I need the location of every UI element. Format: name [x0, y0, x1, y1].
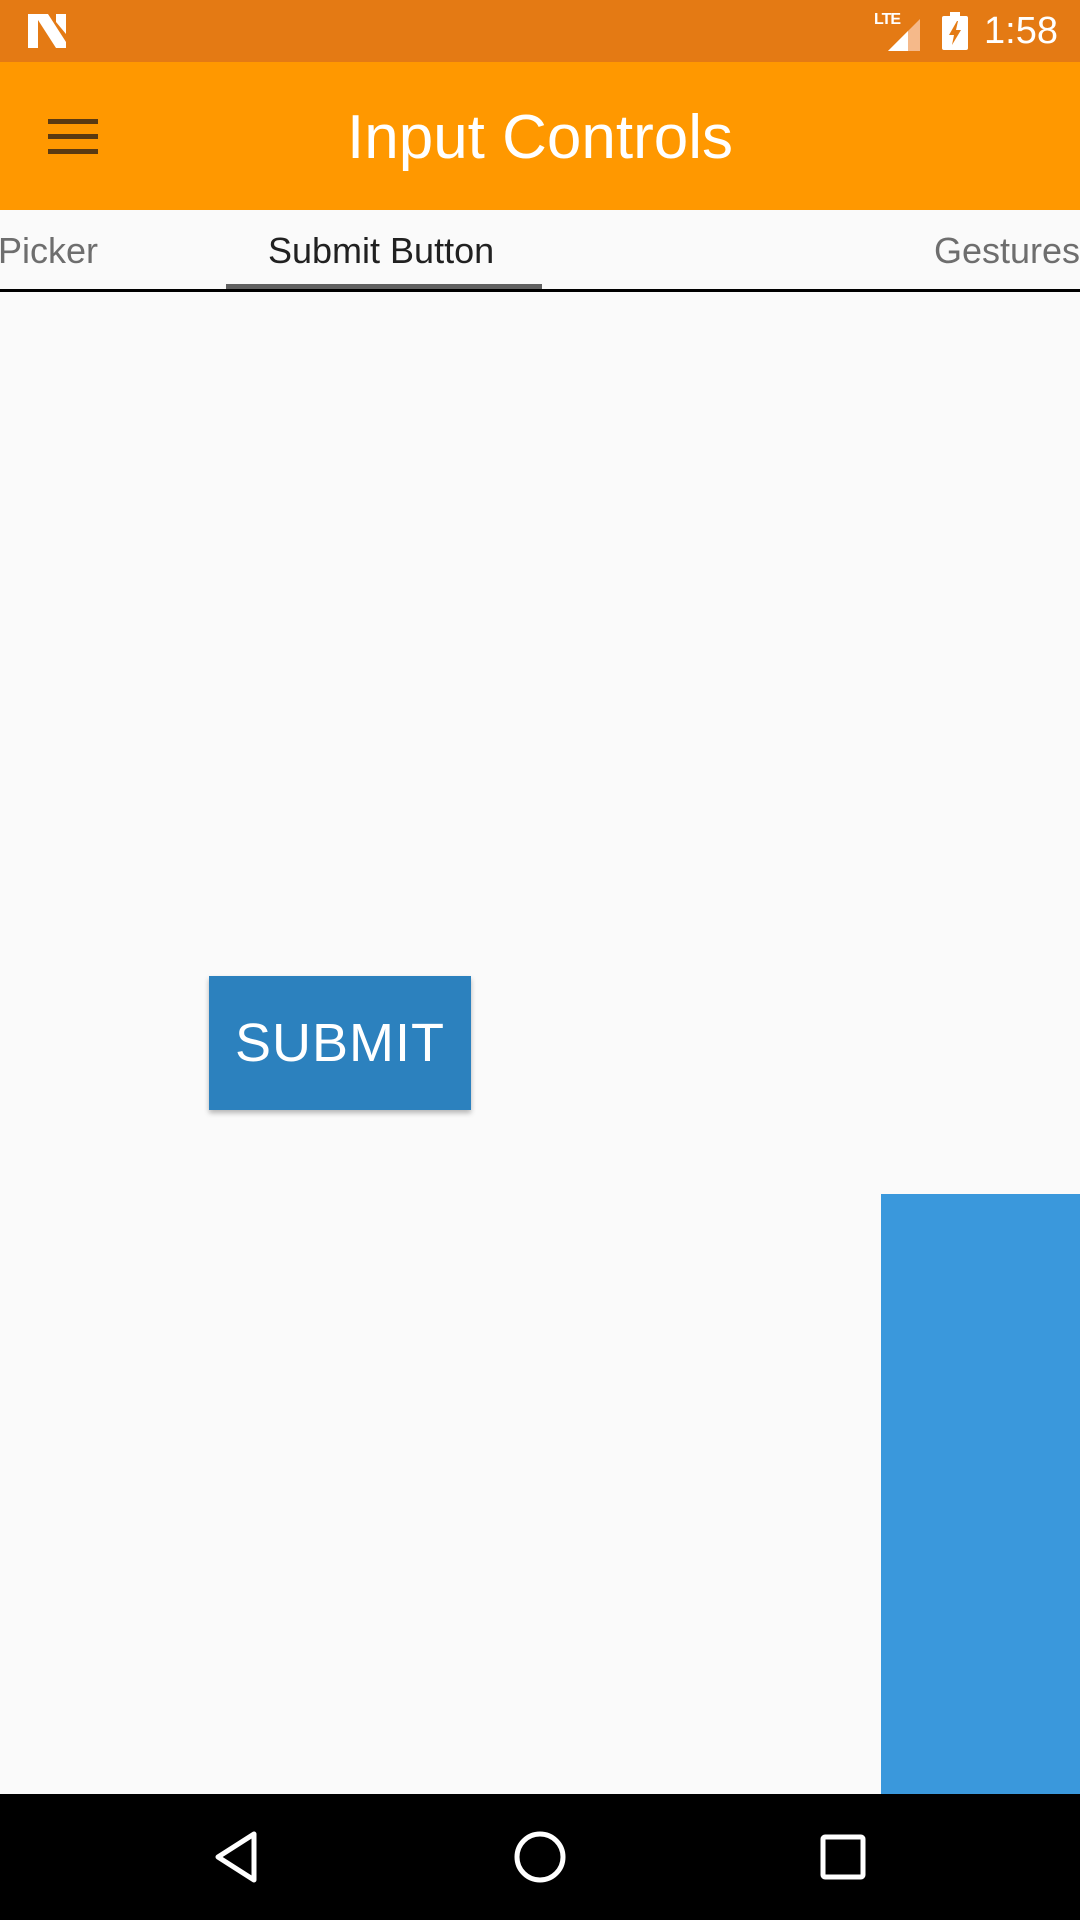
back-button[interactable] — [196, 1817, 276, 1897]
n-logo-icon — [28, 14, 66, 48]
home-button[interactable] — [500, 1817, 580, 1897]
battery-charging-icon — [942, 12, 969, 50]
blue-panel — [881, 1194, 1080, 1794]
network-label: LTE — [874, 11, 901, 28]
tab-picker[interactable]: Picker — [0, 230, 99, 271]
hamburger-menu-icon — [48, 119, 98, 154]
tab-indicator — [226, 284, 542, 289]
menu-button[interactable] — [26, 98, 120, 176]
tab-bar: Picker Submit Button Gestures — [0, 210, 1080, 292]
content-area: SUBMIT — [0, 292, 1080, 1794]
status-icons: LTE 1:58 — [874, 0, 1058, 62]
system-nav-bar — [0, 1794, 1080, 1920]
home-icon — [514, 1831, 566, 1883]
tab-submit-button[interactable]: Submit Button — [268, 230, 495, 271]
recents-button[interactable] — [803, 1817, 883, 1897]
recents-icon — [820, 1834, 866, 1880]
clock: 1:58 — [984, 9, 1058, 52]
lte-signal-icon: LTE — [874, 11, 921, 51]
tab-gestures[interactable]: Gestures — [933, 230, 1080, 271]
submit-button[interactable]: SUBMIT — [209, 976, 471, 1110]
status-bar: LTE 1:58 — [0, 0, 1080, 62]
back-icon — [215, 1831, 257, 1883]
app-toolbar: Input Controls — [0, 62, 1080, 210]
page-title: Input Controls — [347, 103, 733, 172]
